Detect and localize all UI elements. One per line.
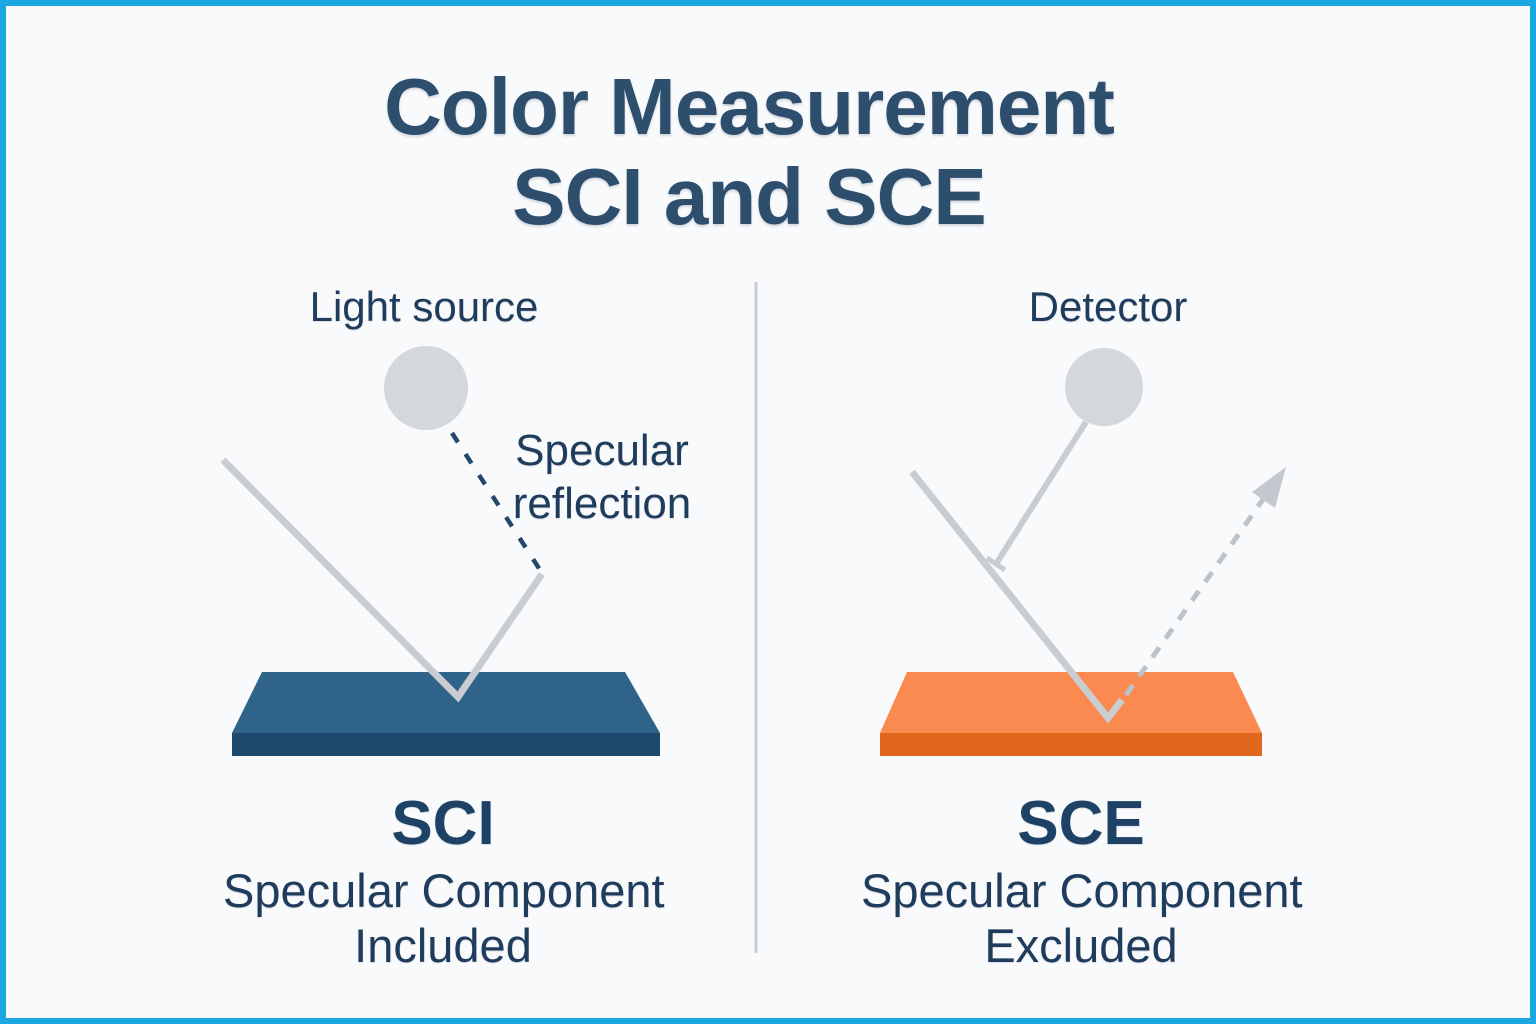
sce-acronym-label: SCE [1017,789,1145,858]
detector-label: Detector [1028,283,1188,330]
specular-reflection-label-line2: reflection [512,479,692,528]
sce-description-line2: Excluded [984,919,1178,972]
sce-diagram [880,348,1286,756]
sce-arrowhead-icon [1252,467,1286,508]
page-title-line2: SCI and SCE [512,152,987,241]
sci-surface-front-face [232,733,660,756]
sci-surface-top-face [232,672,660,733]
sci-acronym-label: SCI [391,789,495,858]
light-source-label: Light source [309,283,539,330]
page-title: Color Measurement SCI and SCE [6,62,1492,242]
page-title-line1: Color Measurement [384,62,1115,151]
light-source-circle-icon [384,346,468,430]
sce-surface-front-face [880,733,1262,756]
sci-description-line1: Specular Component [223,864,665,917]
sce-description: Specular Component Excluded [861,863,1303,973]
specular-reflection-label: Specular reflection [402,424,802,530]
specular-reflection-label-line1: Specular [515,426,689,475]
detector-stem-line [993,420,1089,566]
sce-specular-escape-dashed-line [1123,476,1281,697]
sce-incident-ray [909,469,1125,724]
sci-incident-and-reflected-ray [220,457,545,703]
sci-description: Specular Component Included [223,863,665,973]
sci-description-line2: Included [354,919,532,972]
detector-stem-cap [985,555,1007,573]
sce-surface-top-face [880,672,1262,733]
detector-circle-icon [1065,348,1143,426]
sci-diagram [220,346,660,756]
sci-specular-reflection-dashed-line [450,431,544,575]
sce-description-line1: Specular Component [861,864,1303,917]
diagram-graphics [220,282,1286,953]
